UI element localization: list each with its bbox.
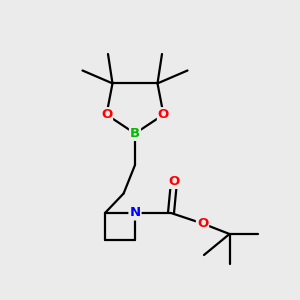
Text: O: O xyxy=(158,108,169,121)
Text: O: O xyxy=(101,108,112,121)
Text: O: O xyxy=(168,175,180,188)
Text: N: N xyxy=(129,206,141,220)
Text: O: O xyxy=(197,217,208,230)
Text: B: B xyxy=(130,127,140,140)
